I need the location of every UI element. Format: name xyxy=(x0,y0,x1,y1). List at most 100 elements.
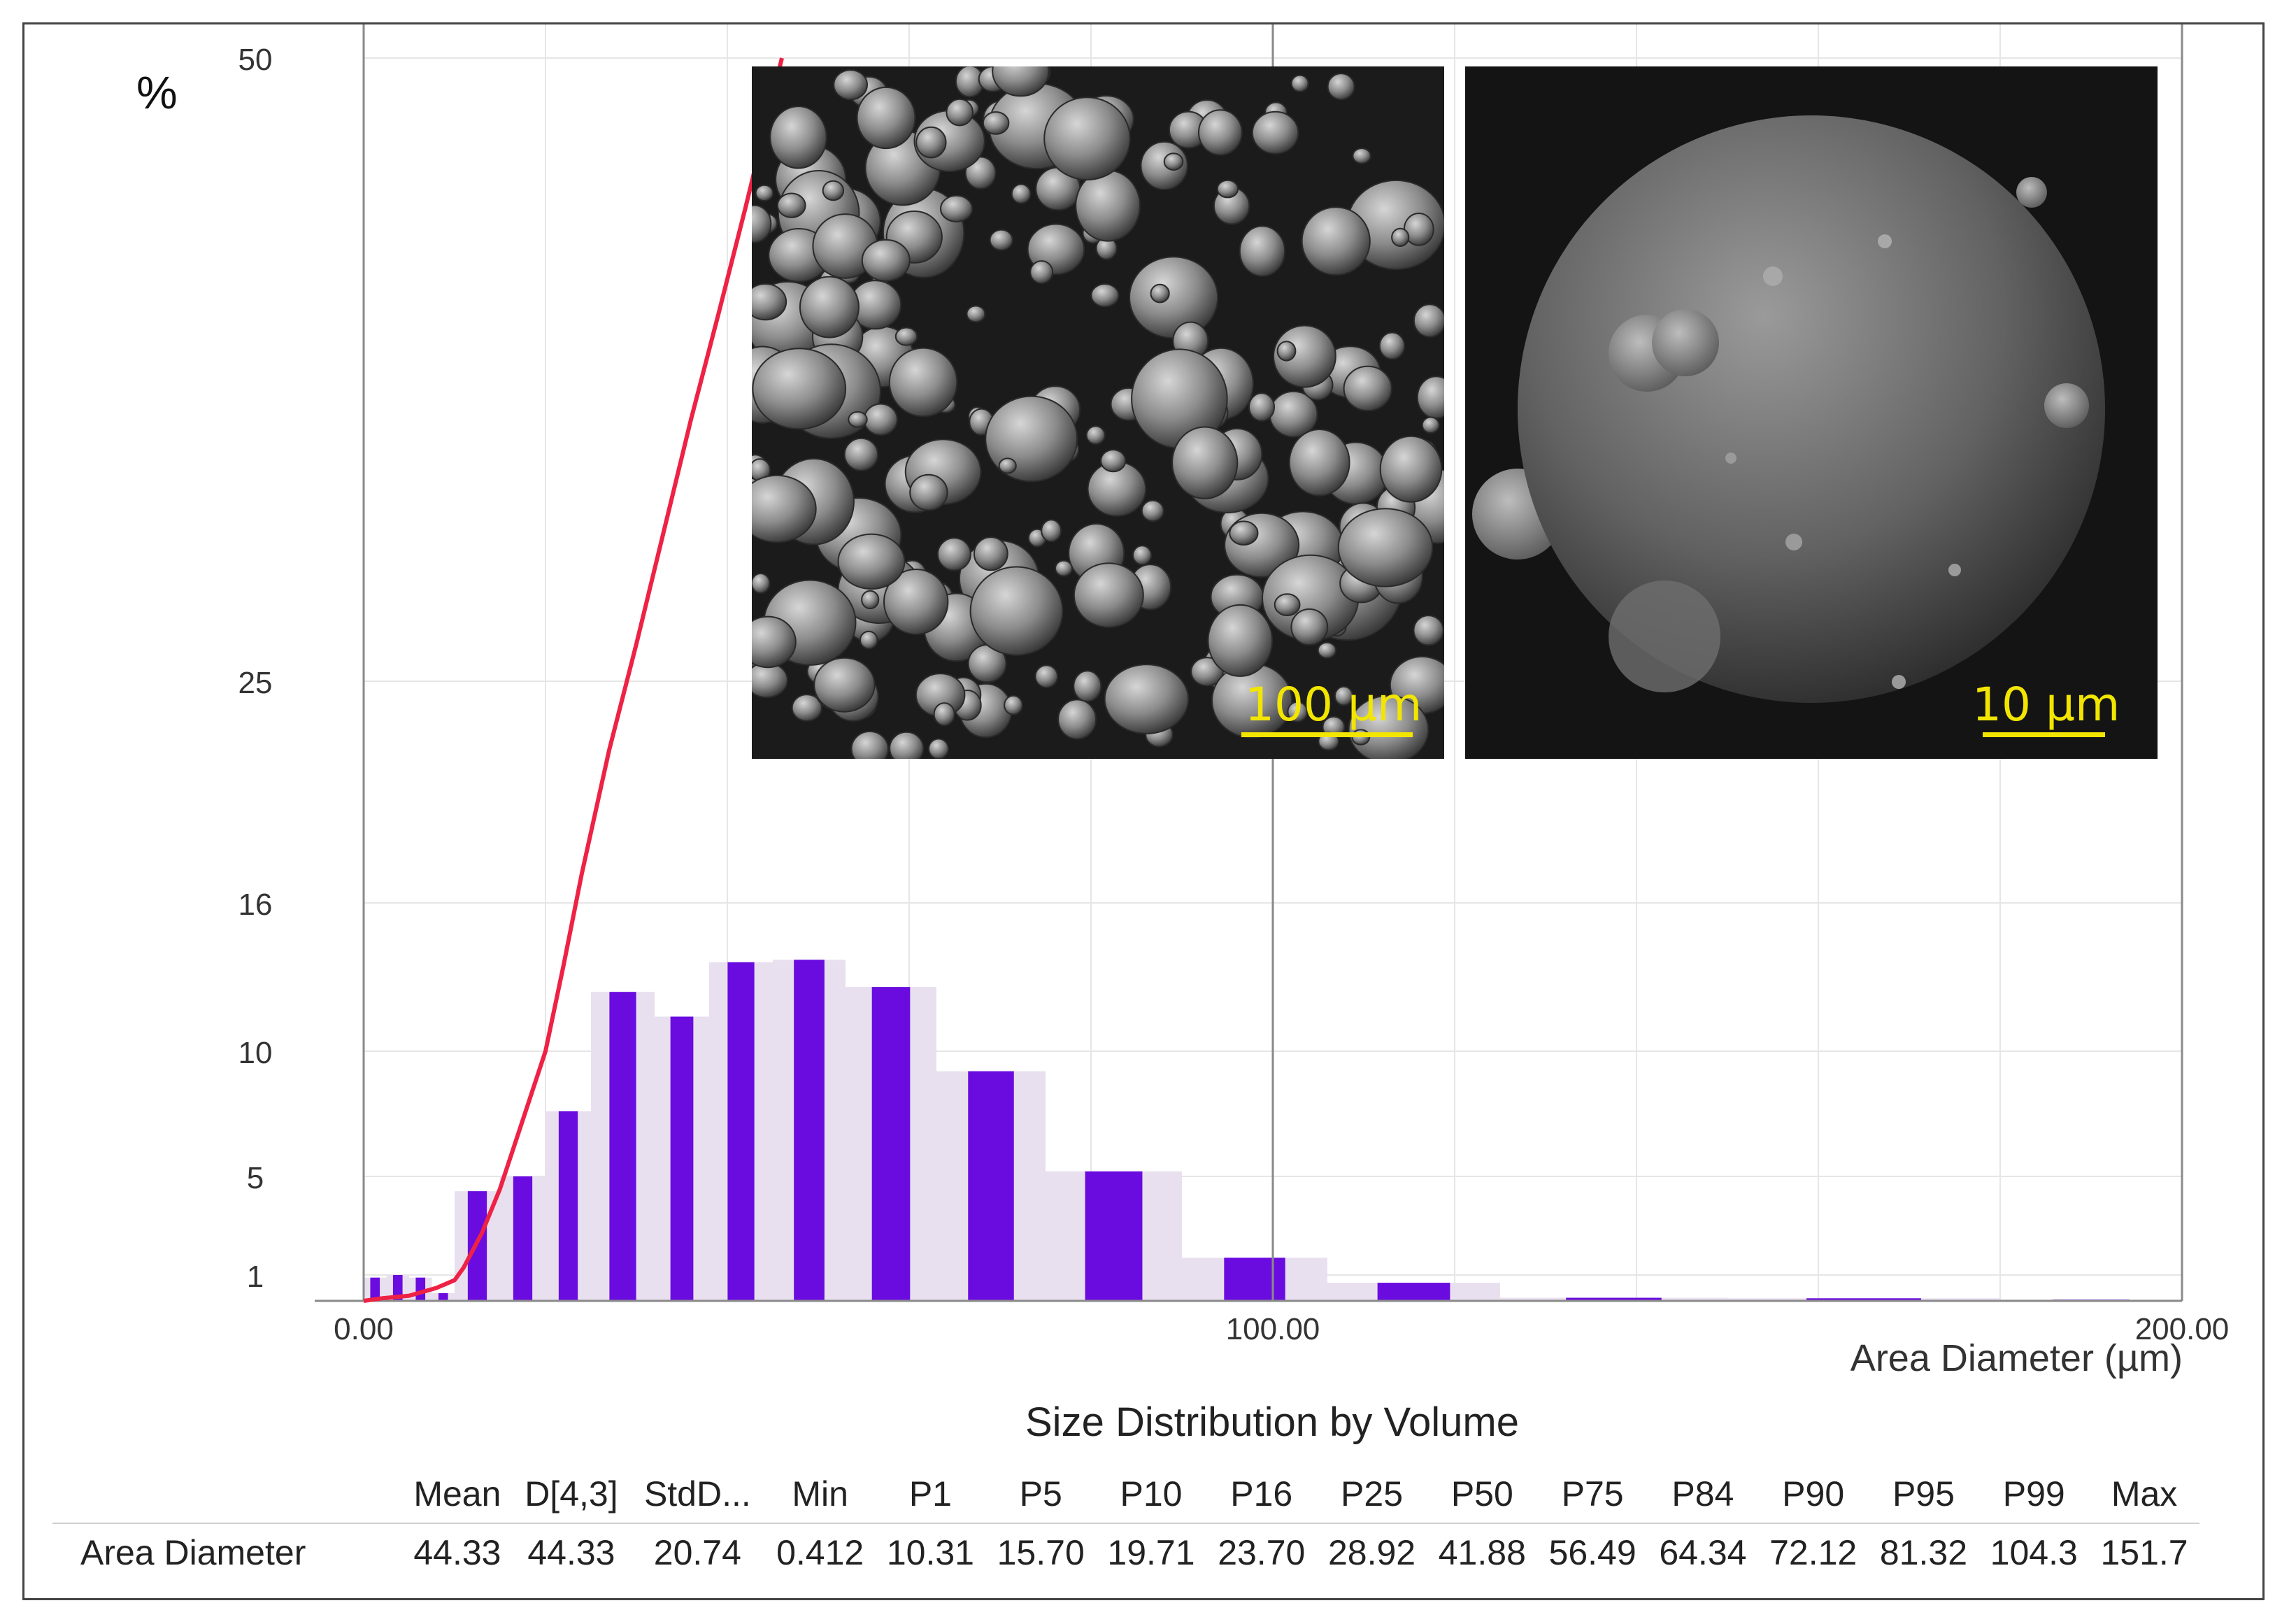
powder-particle xyxy=(1317,641,1337,659)
y-axis-label: % xyxy=(136,66,178,118)
x-tick-label: 0.00 xyxy=(334,1312,394,1346)
powder-particle xyxy=(1274,593,1301,616)
scalebar-100um-label: 100 µm xyxy=(1245,678,1422,732)
scalebar-100um xyxy=(1241,732,1413,737)
powder-particle xyxy=(752,615,797,669)
statistics-header: Mean xyxy=(402,1465,513,1524)
powder-particle xyxy=(837,533,906,590)
bin-bar xyxy=(1224,1258,1285,1301)
statistics-value: 20.74 xyxy=(653,1533,741,1572)
statistics-value: 10.31 xyxy=(886,1533,974,1572)
tick-labels: 1 5 10 16 25 50 0.00 100.00 200.00 xyxy=(238,43,2230,1346)
powder-particle xyxy=(1004,695,1023,715)
bin-bar xyxy=(1085,1171,1143,1301)
scalebar-10um-label: 10 µm xyxy=(1972,678,2120,732)
statistics-header-row: Mean D[4,3] StdD... Min P1 P5 P10 P16 P25 P50 P75 P… xyxy=(52,1465,2199,1524)
statistics-header: StdD... xyxy=(630,1465,765,1524)
bin-bar xyxy=(968,1071,1014,1301)
powder-particle xyxy=(1288,429,1350,497)
powder-particle xyxy=(861,238,911,282)
powder-particle xyxy=(1163,152,1184,171)
statistics-value: 41.88 xyxy=(1438,1533,1526,1572)
powder-particle xyxy=(998,457,1017,474)
powder-particle xyxy=(1043,97,1131,180)
powder-particle xyxy=(915,126,947,159)
bin-bar xyxy=(438,1292,448,1301)
powder-particle xyxy=(843,437,879,471)
powder-particle xyxy=(1413,304,1444,338)
bin-bar xyxy=(558,1111,578,1301)
statistics-value: 44.33 xyxy=(413,1533,501,1572)
particle-sem-image: 10 µm xyxy=(1465,66,2158,759)
bin-bar xyxy=(392,1275,403,1301)
powder-particle xyxy=(1073,562,1144,628)
powder-particle xyxy=(752,283,787,321)
powder-particle xyxy=(1379,435,1443,503)
y-tick-label: 50 xyxy=(238,43,273,77)
powder-particle xyxy=(1100,449,1127,473)
powder-sem-image: 100 µm xyxy=(752,66,1444,759)
powder-particle xyxy=(883,569,949,635)
powder-particle xyxy=(1337,508,1434,587)
bin-bar xyxy=(1566,1297,1662,1301)
powder-particle xyxy=(1334,685,1354,706)
statistics-header: P95 xyxy=(1868,1465,1979,1524)
powder-particle xyxy=(860,630,878,650)
powder-particle xyxy=(856,86,916,150)
statistics-header: D[4,3] xyxy=(512,1465,630,1524)
chart-plot: 1 5 10 16 25 50 0.00 100.00 200.00 % Area Diamet… xyxy=(136,24,2230,1445)
powder-particle xyxy=(799,276,860,339)
statistics-header: P1 xyxy=(875,1465,986,1524)
statistics-header: P99 xyxy=(1978,1465,2090,1524)
powder-particle xyxy=(752,474,817,543)
powder-particle xyxy=(1290,74,1309,92)
powder-particle xyxy=(964,156,997,190)
powder-particle xyxy=(966,305,986,323)
powder-particle xyxy=(1207,604,1274,677)
cumulative-curve-line xyxy=(363,57,784,1303)
powder-particle xyxy=(1057,699,1097,740)
statistics-header: Min xyxy=(764,1465,876,1524)
powder-particle xyxy=(1251,111,1299,155)
powder-particle xyxy=(1029,260,1054,285)
powder-particle xyxy=(1055,560,1073,577)
powder-particle xyxy=(1171,426,1239,499)
powder-particle xyxy=(1416,376,1444,419)
powder-particle xyxy=(889,731,925,759)
powder-particle xyxy=(1287,701,1309,722)
powder-particle xyxy=(1090,283,1120,308)
powder-particle xyxy=(1075,169,1141,242)
chart-frame: 1 5 10 16 25 50 0.00 100.00 200.00 % Area Diamet… xyxy=(22,22,2265,1600)
statistics-table: Mean D[4,3] StdD... Min P1 P5 P10 P16 P25 P50 P75 P… xyxy=(52,1465,2199,1581)
cumulative-curve xyxy=(363,57,784,1303)
bars xyxy=(364,960,2182,1301)
powder-particle xyxy=(752,204,772,243)
bin-bar xyxy=(609,992,636,1301)
powder-particle xyxy=(1216,179,1239,199)
powder-particle xyxy=(989,229,1013,251)
powder-particle xyxy=(752,348,847,430)
powder-particle xyxy=(992,66,1050,97)
statistics-value: 151.7 xyxy=(2100,1533,2188,1572)
statistics-header: P90 xyxy=(1757,1465,1869,1524)
powder-particle xyxy=(936,537,971,571)
powder-particle xyxy=(933,702,955,727)
powder-particle xyxy=(861,590,880,610)
powder-particle xyxy=(755,184,774,202)
statistics-header: P25 xyxy=(1316,1465,1427,1524)
powder-particle xyxy=(752,573,771,594)
y-tick-label: 1 xyxy=(247,1260,264,1294)
powder-particle xyxy=(1391,227,1410,247)
statistics-value: 0.412 xyxy=(776,1533,864,1572)
powder-particle xyxy=(909,473,948,511)
powder-particle xyxy=(973,536,1008,571)
powder-particle xyxy=(1413,615,1444,646)
statistics-header: P5 xyxy=(985,1465,1097,1524)
statistics-header: P16 xyxy=(1206,1465,1317,1524)
powder-particle xyxy=(1034,664,1059,688)
x-axis-label: Area Diameter (µm) xyxy=(1851,1337,2183,1379)
statistics-value-row: Area Diameter 44.33 44.33 20.74 0.412 10.31 15… xyxy=(52,1523,2199,1581)
powder-particle xyxy=(1352,148,1371,164)
y-tick-label: 5 xyxy=(247,1161,264,1195)
powder-particle xyxy=(1343,365,1392,412)
